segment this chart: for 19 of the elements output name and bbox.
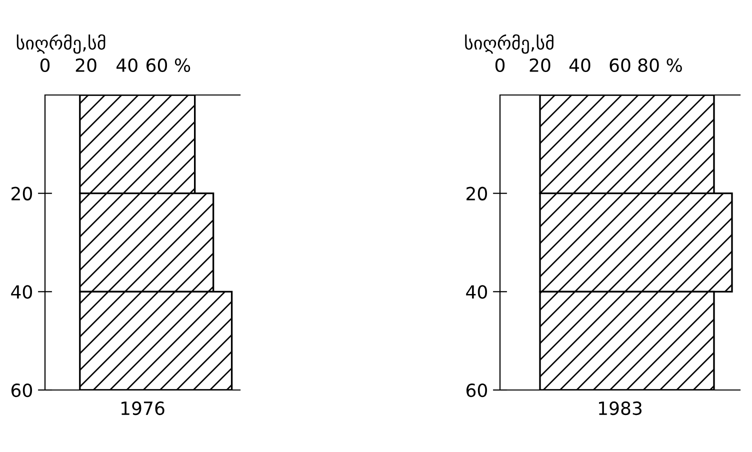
y-tick-label: 20	[12, 186, 32, 200]
y-tick-label: 20	[466, 186, 487, 200]
y-tick-label: 40	[466, 285, 487, 299]
x-tick-label: 0	[495, 58, 505, 72]
x-axis-title: 1983	[599, 401, 642, 416]
x-tick-label: 60 %	[146, 58, 190, 72]
x-tick-label: 20	[76, 58, 96, 72]
x-tick-label: 80 %	[638, 58, 682, 72]
x-tick-label: 20	[530, 58, 550, 72]
x-tick-label: 40	[569, 58, 590, 72]
y-axis-title: სიღრმე,სმ	[16, 34, 106, 54]
y-axis-title: სიღრმე,სმ	[465, 34, 554, 54]
x-tick-label: 0	[40, 58, 50, 72]
x-axis-title: 1976	[122, 401, 164, 416]
x-tick-label: 40	[116, 58, 138, 72]
y-tick-label: 60	[466, 383, 487, 398]
x-tick-label: 60	[610, 58, 630, 72]
y-tick-label: 40	[11, 285, 32, 299]
y-tick-label: 60	[11, 383, 32, 398]
